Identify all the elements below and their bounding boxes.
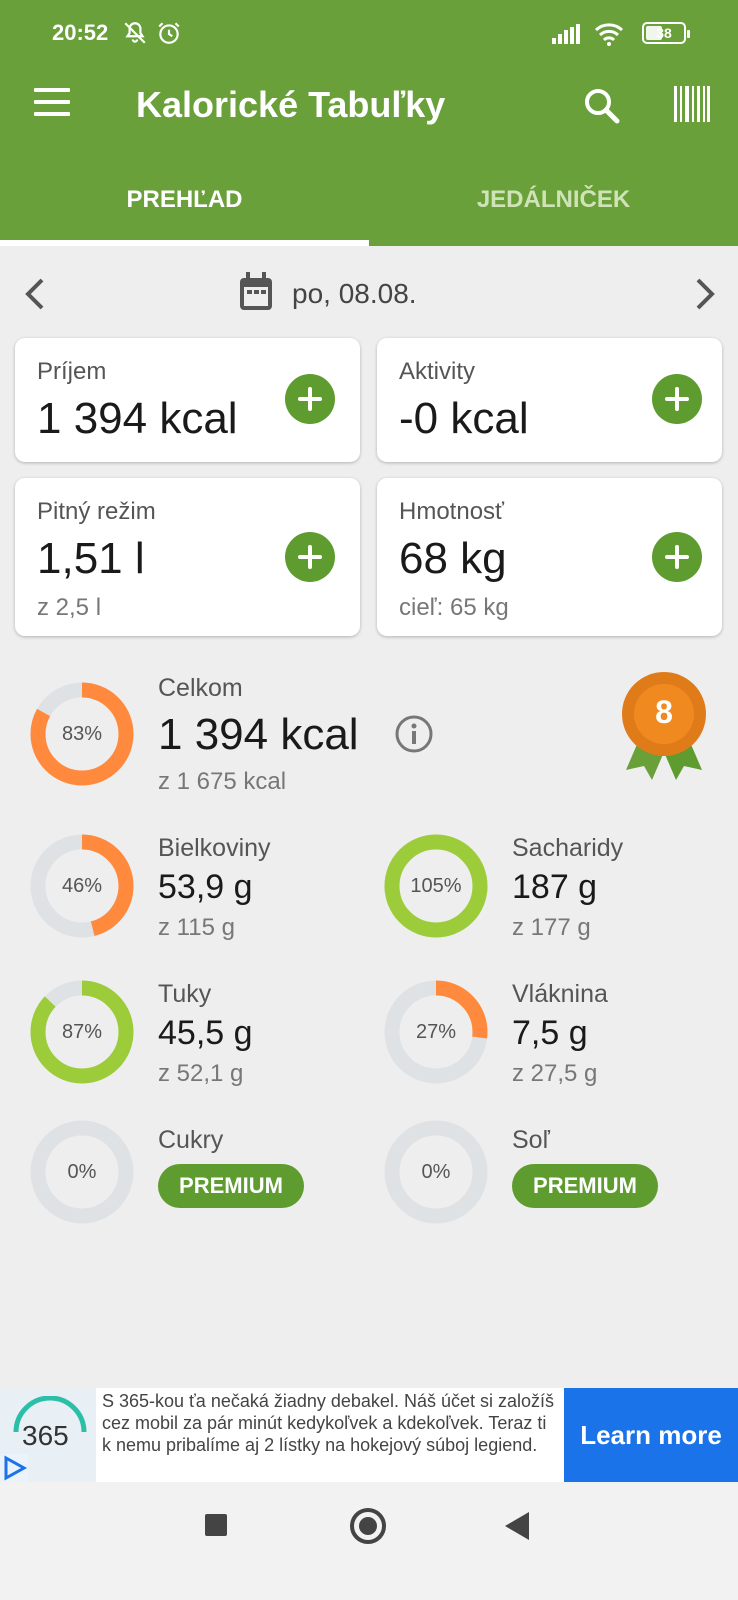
- protein-goal: z 115 g: [158, 914, 235, 941]
- date-label: po, 08.08.: [292, 278, 417, 309]
- weight-label: Hmotnosť: [399, 498, 505, 525]
- tab-overview[interactable]: PREHĽAD: [126, 186, 243, 213]
- status-time: 20:52: [52, 20, 109, 45]
- drinking-label: Pitný režim: [37, 498, 156, 525]
- add-intake-button[interactable]: [285, 374, 335, 424]
- add-drink-button[interactable]: [285, 532, 335, 582]
- weight-goal: cieľ: 65 kg: [399, 594, 509, 621]
- app-title: Kalorické Tabuľky: [136, 84, 446, 125]
- signal-icon: [552, 24, 582, 49]
- salt-ring: 0%: [384, 1120, 488, 1224]
- app-bar: 20:52 38 Kalorické Tabuľky PREHĽAD JEDÁL…: [0, 0, 738, 246]
- protein-label: Bielkoviny: [158, 834, 271, 862]
- salt-premium-button[interactable]: PREMIUM: [512, 1164, 658, 1208]
- fats-label: Tuky: [158, 980, 212, 1008]
- previous-day-button[interactable]: [20, 274, 50, 314]
- total-percent: 83%: [61, 722, 103, 745]
- system-nav-bar: [0, 1482, 738, 1600]
- carbs-percent: 105%: [410, 874, 462, 897]
- add-activity-button[interactable]: [652, 374, 702, 424]
- sugar-ring: 0%: [30, 1120, 134, 1224]
- drinking-value: 1,51 l: [37, 534, 145, 583]
- next-day-button[interactable]: [690, 274, 720, 314]
- carbs-ring: 105%: [384, 834, 488, 938]
- wifi-icon: [594, 22, 624, 51]
- recents-button[interactable]: [205, 1514, 227, 1536]
- protein-ring: 46%: [30, 834, 134, 938]
- silent-bell-icon: [122, 20, 148, 51]
- intake-card[interactable]: Príjem 1 394 kcal: [15, 338, 360, 462]
- fats-ring: 87%: [30, 980, 134, 1084]
- salt-percent: 0%: [421, 1160, 451, 1183]
- medal-badge[interactable]: 8: [618, 672, 710, 786]
- barcode-icon[interactable]: [674, 86, 710, 122]
- protein-value: 53,9 g: [158, 868, 253, 906]
- home-button[interactable]: [350, 1508, 386, 1544]
- menu-button[interactable]: [34, 88, 70, 118]
- fiber-value: 7,5 g: [512, 1014, 588, 1052]
- activities-label: Aktivity: [399, 358, 476, 385]
- tab-indicator: [0, 240, 369, 246]
- add-weight-button[interactable]: [652, 532, 702, 582]
- battery-level: 38: [656, 25, 672, 41]
- activities-card[interactable]: Aktivity -0 kcal: [377, 338, 722, 462]
- alarm-icon: [156, 20, 182, 51]
- battery-icon: 38: [642, 22, 690, 44]
- sugar-premium-button[interactable]: PREMIUM: [158, 1164, 304, 1208]
- activities-value: -0 kcal: [399, 394, 529, 443]
- sugar-percent: 0%: [67, 1160, 97, 1183]
- fats-goal: z 52,1 g: [158, 1060, 244, 1087]
- total-goal: z 1 675 kcal: [158, 768, 287, 795]
- total-value: 1 394 kcal: [158, 710, 359, 759]
- salt-label: Soľ: [512, 1126, 550, 1154]
- ad-logo-text: 365: [22, 1420, 69, 1451]
- total-label: Celkom: [158, 674, 243, 702]
- carbs-value: 187 g: [512, 868, 598, 906]
- fats-percent: 87%: [61, 1020, 103, 1043]
- carbs-label: Sacharidy: [512, 834, 624, 862]
- intake-value: 1 394 kcal: [37, 394, 238, 443]
- back-button[interactable]: [505, 1512, 529, 1540]
- calendar-icon: [238, 271, 274, 317]
- status-bar: 20:52 38: [0, 0, 738, 70]
- info-icon[interactable]: [394, 714, 434, 754]
- fiber-ring: 27%: [384, 980, 488, 1084]
- date-selector[interactable]: po, 08.08.: [238, 271, 417, 317]
- protein-percent: 46%: [61, 874, 103, 897]
- drinking-card[interactable]: Pitný režim 1,51 l z 2,5 l: [15, 478, 360, 636]
- fats-value: 45,5 g: [158, 1014, 253, 1052]
- ad-text: S 365-kou ťa nečaká žiadny debakel. Náš …: [102, 1391, 555, 1455]
- ad-choices-icon[interactable]: [0, 1454, 28, 1482]
- intake-label: Príjem: [37, 358, 107, 385]
- total-ring: 83%: [30, 682, 134, 786]
- learn-more-button[interactable]: Learn more: [564, 1388, 738, 1482]
- drinking-goal: z 2,5 l: [37, 594, 102, 621]
- fiber-label: Vláknina: [512, 980, 608, 1008]
- ad-banner[interactable]: 365 S 365-kou ťa nečaká žiadny debakel. …: [0, 1388, 738, 1482]
- fiber-percent: 27%: [415, 1020, 457, 1043]
- tab-menu[interactable]: JEDÁLNIČEK: [476, 186, 631, 213]
- medal-number: 8: [655, 694, 673, 730]
- weight-value: 68 kg: [399, 534, 507, 583]
- carbs-goal: z 177 g: [512, 914, 591, 941]
- sugar-label: Cukry: [158, 1126, 224, 1154]
- search-icon[interactable]: [582, 86, 622, 126]
- weight-card[interactable]: Hmotnosť 68 kg cieľ: 65 kg: [377, 478, 722, 636]
- fiber-goal: z 27,5 g: [512, 1060, 598, 1087]
